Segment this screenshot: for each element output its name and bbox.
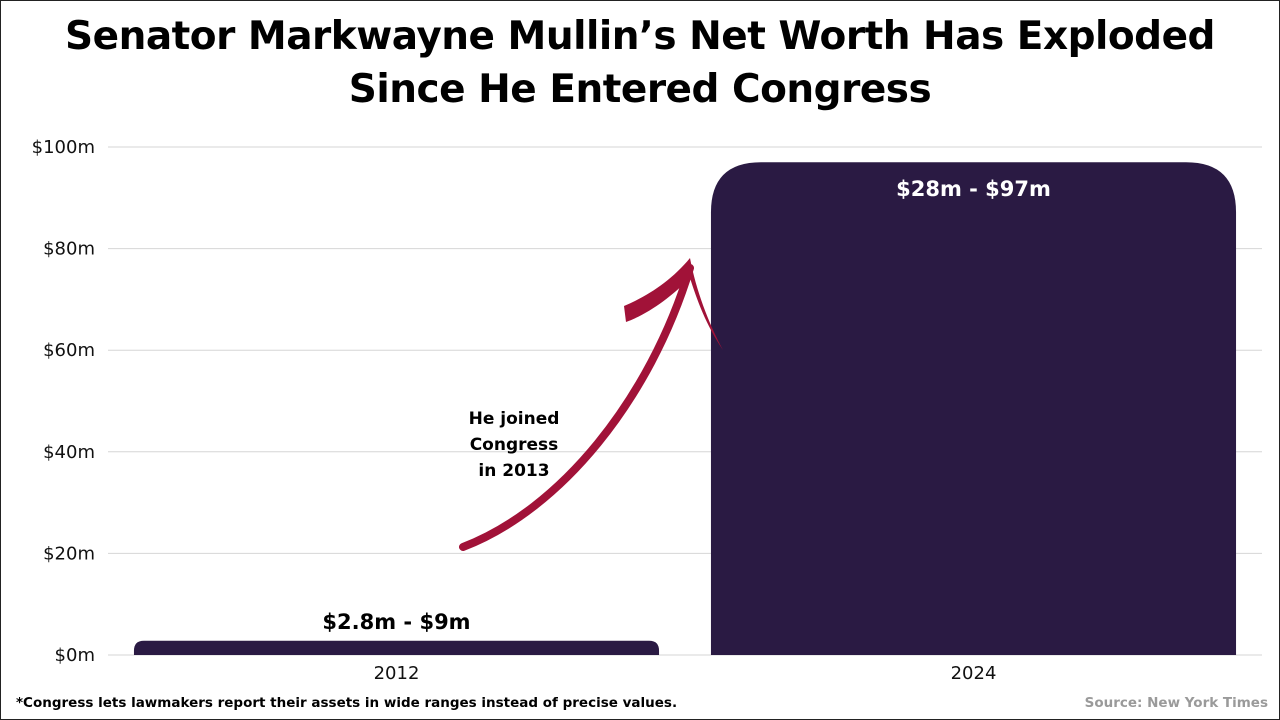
data-label-2012: $2.8m - $9m xyxy=(322,610,470,634)
congress-annotation: He joined Congress in 2013 xyxy=(459,258,723,551)
bar-2012 xyxy=(133,640,660,655)
data-labels: $2.8m - $9m $28m - $97m xyxy=(322,177,1050,634)
chart-title-line-2: Since He Entered Congress xyxy=(348,67,932,112)
y-tick-label: $40m xyxy=(43,442,95,463)
y-axis-ticks: $0m $20m $40m $60m $80m $100m xyxy=(32,137,95,666)
y-tick-label: $20m xyxy=(43,543,95,564)
source-credit: Source: New York Times xyxy=(1084,695,1268,711)
x-tick-label: 2012 xyxy=(374,663,420,684)
bar-2024 xyxy=(710,162,1237,656)
x-axis-ticks: 2012 2024 xyxy=(374,663,997,684)
y-tick-label: $60m xyxy=(43,340,95,361)
data-label-2024: $28m - $97m xyxy=(896,177,1051,201)
chart-title-line-1: Senator Markwayne Mullin’s Net Worth Has… xyxy=(65,14,1215,59)
annotation-line-2: Congress xyxy=(470,435,559,455)
bars xyxy=(133,162,1237,656)
annotation-line-1: He joined xyxy=(469,409,560,429)
chart-title: Senator Markwayne Mullin’s Net Worth Has… xyxy=(0,10,1280,116)
annotation-arrow-shaft xyxy=(459,264,694,551)
annotation-arrowhead xyxy=(624,258,723,350)
footnote: *Congress lets lawmakers report their as… xyxy=(16,695,678,711)
y-tick-label: $100m xyxy=(32,137,95,158)
annotation-line-3: in 2013 xyxy=(478,461,549,481)
y-tick-label: $80m xyxy=(43,239,95,260)
x-tick-label: 2024 xyxy=(951,663,997,684)
y-tick-label: $0m xyxy=(55,645,95,666)
